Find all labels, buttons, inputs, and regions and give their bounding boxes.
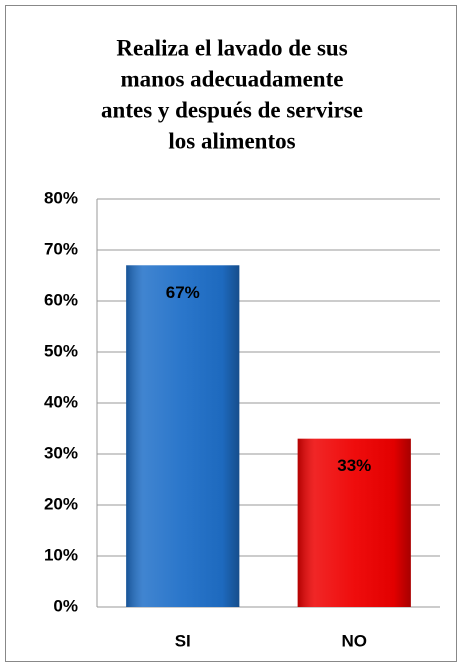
chart-title: Realiza el lavado de sus xyxy=(116,35,347,60)
chart-title: manos adecuadamente xyxy=(121,66,344,91)
chart-title: antes y después de servirse xyxy=(101,97,363,122)
bar-shine xyxy=(126,265,240,607)
bar-shine xyxy=(297,438,411,607)
y-tick-label: 40% xyxy=(44,392,78,411)
y-tick-label: 70% xyxy=(44,239,78,258)
y-tick-label: 30% xyxy=(44,443,78,462)
y-tick-label: 10% xyxy=(44,545,78,564)
y-tick-label: 80% xyxy=(44,188,78,207)
x-tick-label: NO xyxy=(342,631,368,650)
y-tick-label: 20% xyxy=(44,494,78,513)
value-label: 67% xyxy=(166,283,200,302)
value-label: 33% xyxy=(337,456,371,475)
y-tick-label: 0% xyxy=(53,596,78,615)
y-tick-label: 50% xyxy=(44,341,78,360)
chart-title: los alimentos xyxy=(168,128,295,153)
x-tick-label: SI xyxy=(175,631,191,650)
y-tick-label: 60% xyxy=(44,290,78,309)
